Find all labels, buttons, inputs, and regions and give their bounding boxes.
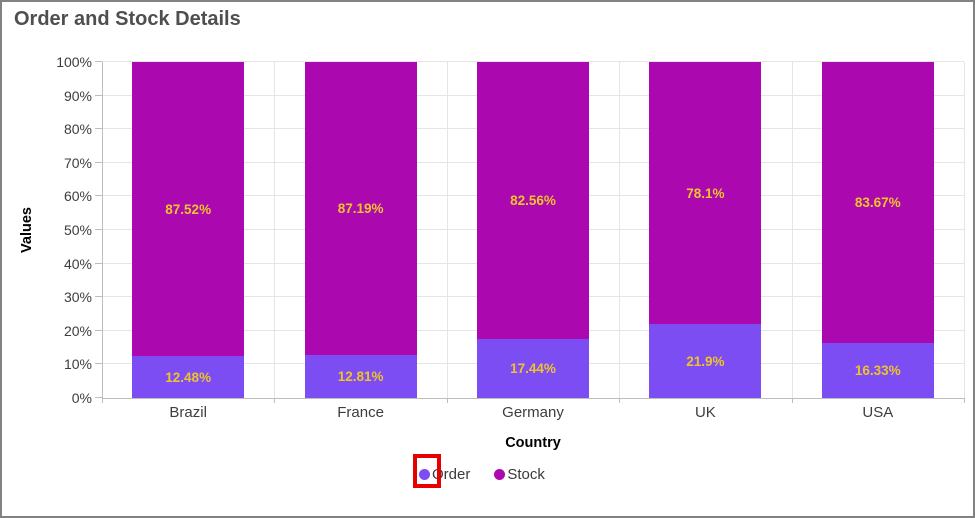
y-axis-line <box>102 62 103 398</box>
y-axis-tick <box>95 363 102 365</box>
bar-stock-germany[interactable]: 82.56% <box>477 62 589 340</box>
x-axis-tick <box>102 398 103 403</box>
y-axis-tick-label: 60% <box>63 188 92 205</box>
x-axis-category-label-uk: UK <box>694 404 716 421</box>
y-axis-tick <box>95 195 102 197</box>
bar-value-label: 12.48% <box>165 369 212 385</box>
x-axis-title: Country <box>505 435 561 451</box>
bar-stock-brazil[interactable]: 87.52% <box>132 62 245 357</box>
x-axis-tick <box>446 398 448 403</box>
y-axis-tick-label: 50% <box>63 222 92 238</box>
y-axis-tick <box>95 161 102 163</box>
y-axis-title: Values <box>19 207 35 253</box>
x-axis-category-label-usa: USA <box>862 404 894 421</box>
y-axis-tick-label: 80% <box>63 121 92 138</box>
y-axis-tick-label: 30% <box>63 289 92 306</box>
bar-value-label: 87.19% <box>337 200 384 216</box>
x-axis-tick <box>274 398 276 403</box>
y-axis-tick <box>95 61 102 62</box>
bar-order-germany[interactable]: 17.44% <box>477 339 589 398</box>
y-axis-tick <box>95 128 102 130</box>
gridline-vertical <box>791 62 793 398</box>
legend-order-highlight-annotation <box>413 454 441 488</box>
bar-stock-uk[interactable]: 78.1% <box>649 62 762 325</box>
y-axis-tick-label: 40% <box>63 255 92 272</box>
legend-label-stock: Stock <box>507 466 545 483</box>
x-axis-tick <box>619 398 621 403</box>
legend-item-order[interactable]: Order <box>419 466 470 483</box>
gridline-vertical <box>274 62 276 398</box>
gridline-horizontal <box>102 61 964 62</box>
x-axis-category-label-brazil: Brazil <box>169 404 207 421</box>
gridline-vertical <box>619 62 621 398</box>
legend-marker-stock-icon <box>494 469 506 480</box>
bar-order-france[interactable]: 12.81% <box>304 354 417 398</box>
x-axis-tick <box>791 398 793 403</box>
bar-value-label: 17.44% <box>510 361 556 377</box>
y-axis-tick <box>95 94 102 96</box>
bar-value-label: 12.81% <box>337 368 384 384</box>
bar-stock-france[interactable]: 87.19% <box>304 62 417 355</box>
chart-title: Order and Stock Details <box>14 8 241 30</box>
x-axis-category-label-germany: Germany <box>502 404 564 421</box>
y-axis-tick <box>95 329 102 331</box>
y-axis-tick-label: 0% <box>71 390 92 406</box>
bar-value-label: 87.52% <box>165 201 212 217</box>
bar-value-label: 78.1% <box>686 185 725 201</box>
y-axis-tick <box>95 296 102 298</box>
bar-value-label: 82.56% <box>510 193 556 209</box>
bar-order-brazil[interactable]: 12.48% <box>132 356 245 398</box>
gridline-vertical <box>446 62 448 398</box>
gridline-horizontal <box>102 398 964 399</box>
y-axis-tick <box>95 229 102 230</box>
y-axis-tick-label: 90% <box>63 87 92 104</box>
y-axis-tick-label: 10% <box>63 356 92 373</box>
x-axis-tick <box>964 398 965 403</box>
y-axis-tick <box>95 262 102 264</box>
y-axis-tick-label: 100% <box>56 54 92 70</box>
y-axis-tick-label: 70% <box>63 154 92 171</box>
y-axis-tick-label: 20% <box>63 322 92 339</box>
legend-item-stock[interactable]: Stock <box>494 466 545 483</box>
bar-value-label: 16.33% <box>854 363 901 379</box>
bar-order-usa[interactable]: 16.33% <box>821 343 934 398</box>
bar-value-label: 21.9% <box>686 353 725 369</box>
legend-marker-order-icon <box>419 469 430 480</box>
legend-label-order: Order <box>432 466 471 483</box>
gridline-vertical <box>964 62 965 398</box>
x-axis-category-label-france: France <box>337 404 384 421</box>
y-axis-tick <box>95 397 102 398</box>
legend: Order Stock <box>419 466 545 483</box>
bar-order-uk[interactable]: 21.9% <box>649 324 762 398</box>
bar-stock-usa[interactable]: 83.67% <box>821 62 934 344</box>
bar-value-label: 83.67% <box>854 195 901 211</box>
